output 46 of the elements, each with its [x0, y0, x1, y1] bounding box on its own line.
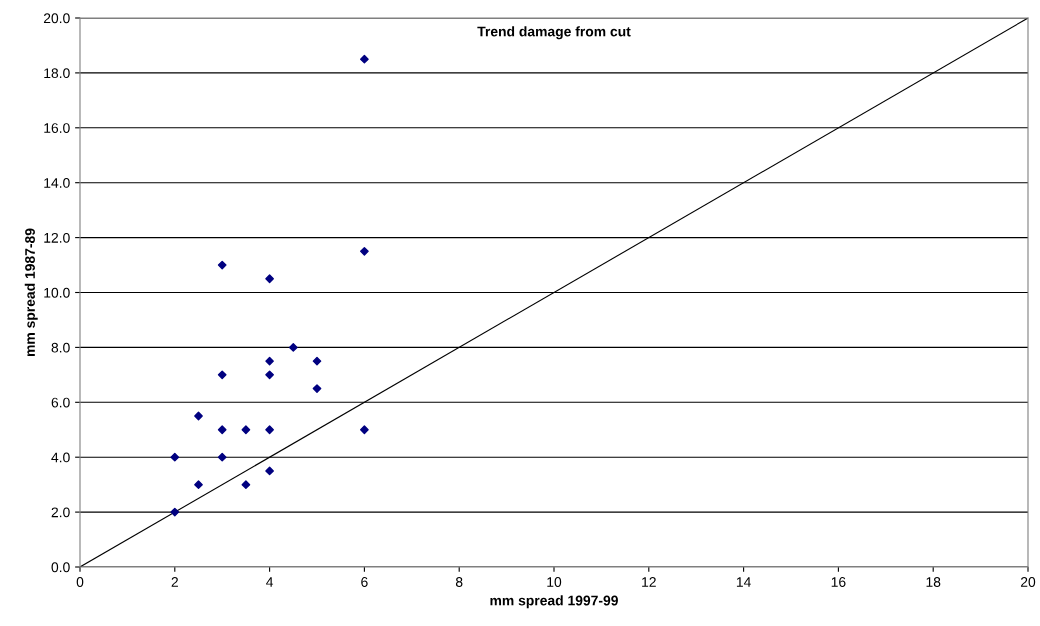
- x-tick-label: 18: [926, 577, 941, 587]
- y-tick-label: 20.0: [43, 13, 70, 24]
- y-tick-label: 12.0: [44, 232, 70, 243]
- point: [241, 480, 251, 490]
- point: [217, 370, 227, 380]
- x-tick-label: 10: [547, 577, 562, 587]
- point: [265, 370, 274, 380]
- text: Trend damage from cut: [477, 26, 631, 40]
- point: [265, 274, 274, 284]
- x-tick-label: 16: [831, 577, 846, 587]
- point: [265, 356, 274, 366]
- point: [170, 452, 180, 462]
- x-tick-label: 6: [361, 577, 368, 587]
- y-tick-label: 2.0: [51, 507, 70, 518]
- x-tick-label: 0: [76, 577, 84, 587]
- point: [241, 425, 251, 435]
- point: [312, 356, 322, 366]
- x-tick-label: 8: [455, 577, 463, 587]
- point: [312, 384, 322, 393]
- point: [265, 466, 274, 476]
- x-tick-label: 20: [1020, 577, 1036, 587]
- point: [265, 425, 274, 435]
- point: [217, 260, 227, 270]
- y-tick-label: 6.0: [51, 397, 70, 408]
- x-tick-label: 12: [642, 577, 656, 587]
- point: [194, 411, 203, 421]
- x-axis-title: mm spread 1997-99: [490, 595, 618, 609]
- point: [217, 425, 227, 435]
- x-tick-label: 2: [171, 577, 178, 587]
- y-tick-label: 0.0: [51, 562, 70, 573]
- y-tick-label: 4.0: [51, 452, 70, 463]
- point: [217, 452, 227, 462]
- y-tick-label: 14.0: [44, 178, 70, 188]
- point: [360, 425, 369, 435]
- y-tick-label: 8.0: [51, 342, 70, 353]
- y-axis-title: mm spread 1987-89: [24, 228, 38, 357]
- point: [360, 54, 369, 64]
- point: [170, 507, 180, 517]
- point: [360, 246, 369, 256]
- y-tick-label: 10.0: [44, 287, 70, 298]
- x-tick-label: 4: [266, 577, 274, 587]
- point: [288, 343, 298, 352]
- point: [194, 480, 203, 490]
- y-tick-label: 16.0: [44, 123, 70, 133]
- y-tick-label: 18.0: [44, 68, 70, 79]
- x-tick-label: 14: [736, 577, 751, 587]
